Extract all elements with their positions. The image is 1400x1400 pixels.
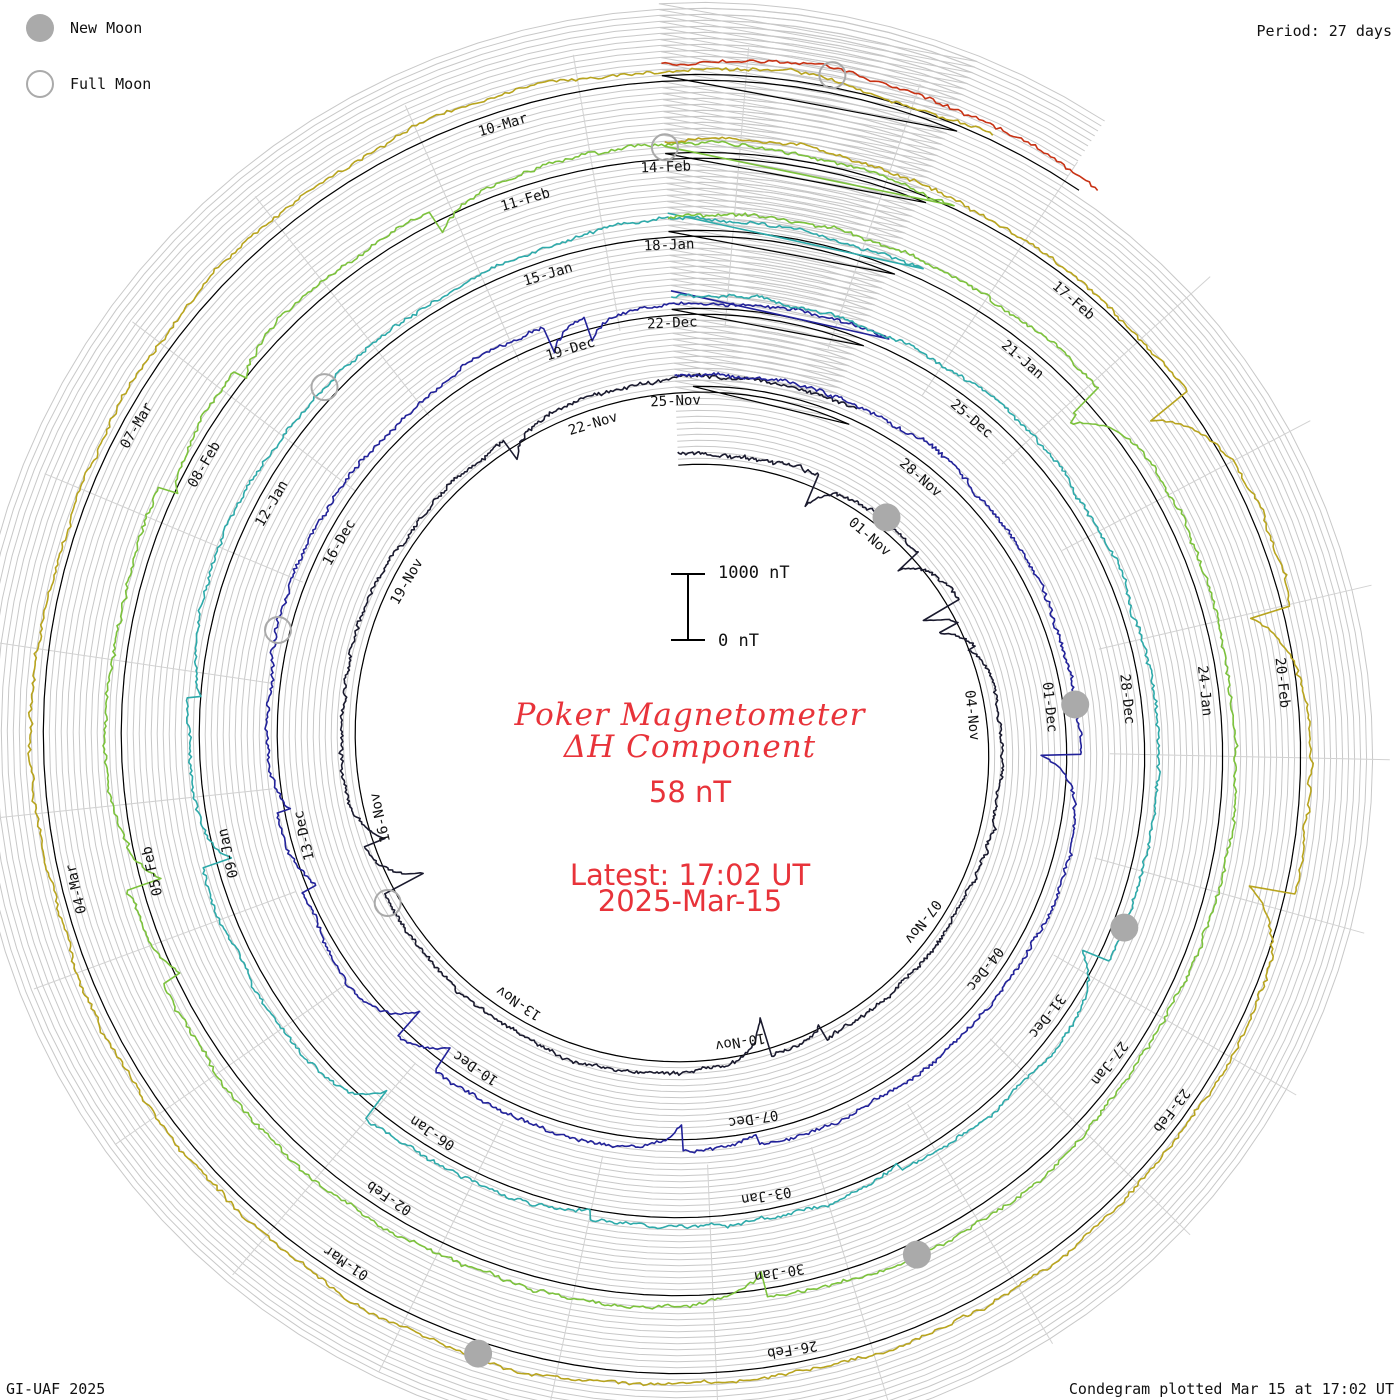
grid-spoke <box>1053 954 1297 1096</box>
new-moon-marker <box>464 1339 493 1368</box>
date-tick-label: 07-Dec <box>727 1106 780 1130</box>
grid-spoke <box>1098 584 1372 650</box>
grid-spiral-line <box>0 13 1362 1400</box>
grid-spoke <box>44 473 303 583</box>
scale-bar <box>671 573 705 641</box>
latest-date-text: 2025-Mar-15 <box>597 884 783 918</box>
grid-spiral-line <box>18 49 1326 1399</box>
full-moon-marker <box>650 133 679 162</box>
new-moon-marker <box>1061 690 1090 719</box>
data-series-group <box>27 59 1314 1387</box>
data-series-trace <box>185 212 1161 1230</box>
date-tick-label: 08-Feb <box>185 439 224 491</box>
grid-spoke <box>810 1146 889 1400</box>
grid-spoke <box>33 890 297 990</box>
date-tick-label: 07-Mar <box>117 400 156 452</box>
date-tick-label: 26-Feb <box>766 1337 819 1361</box>
grid-spoke <box>1094 857 1365 934</box>
full-moon-marker <box>373 889 402 917</box>
grid-spiral-line <box>30 61 1314 1387</box>
grid-spoke <box>1109 753 1390 761</box>
grid-spoke <box>550 1155 604 1400</box>
date-tick-label: 22-Nov <box>567 409 620 439</box>
new-moon-marker <box>872 503 901 532</box>
new-moon-marker <box>1110 913 1139 942</box>
baseline-spiral <box>42 73 1302 1375</box>
grid-spoke <box>707 1164 718 1400</box>
date-tick-label: 20-Feb <box>1272 657 1293 709</box>
grid-spiral-line <box>0 31 1344 1400</box>
date-tick-label: 30-Jan <box>753 1260 806 1284</box>
chart-title-line2: ΔH Component <box>563 729 817 765</box>
grid-spiral-line <box>0 7 1368 1400</box>
full-moon-marker <box>264 616 292 644</box>
grid-spoke <box>921 161 1078 396</box>
date-tick-label: 13-Nov <box>493 982 544 1023</box>
chart-title-line1: Poker Magnetometer <box>514 697 866 733</box>
legend-new-moon-label: New Moon <box>70 19 143 37</box>
date-tick-label: 12-Jan <box>252 478 291 530</box>
grid-spoke <box>0 642 275 685</box>
moon-markers <box>264 61 1139 1368</box>
grid-spoke <box>378 1120 504 1373</box>
date-tick-label: 18-Jan <box>643 236 694 254</box>
date-tick-label: 14-Feb <box>640 158 691 176</box>
grid-spoke <box>0 788 273 819</box>
legend-new-moon: New Moon <box>26 14 142 42</box>
legend-full-moon: Full Moon <box>26 70 151 98</box>
period-text: Period: 27 days <box>1256 22 1392 40</box>
grid-spoke <box>404 105 520 362</box>
scale-top-label: 1000 nT <box>718 563 790 583</box>
grid-spoke <box>232 1062 416 1276</box>
grid-spiral-line <box>6 37 1338 1400</box>
grid-spoke <box>827 83 921 349</box>
grid-spoke <box>254 196 430 417</box>
reference-spiral <box>42 73 1302 1375</box>
latest-time-text: Latest: 17:02 UT <box>569 858 811 892</box>
full-moon-icon <box>26 70 54 98</box>
grid-spoke <box>114 984 346 1145</box>
grid-spiral-line <box>0 19 1356 1400</box>
latest-value-text: 58 nT <box>648 775 732 809</box>
full-moon-marker <box>818 61 847 90</box>
grid-spoke <box>724 47 750 327</box>
date-tick-label: 02-Feb <box>364 1177 415 1218</box>
grid-spiral-line <box>12 43 1332 1400</box>
date-tick-label: 03-Jan <box>740 1183 793 1207</box>
grid-spiral-line <box>24 55 1320 1393</box>
data-series-trace <box>102 139 1239 1310</box>
footer-plotted-text: Condegram plotted Mar 15 at 17:02 UT <box>1068 1380 1394 1398</box>
data-series-trace <box>661 59 1099 192</box>
footer-credit: GI-UAF 2025 <box>6 1380 106 1398</box>
full-moon-marker <box>310 373 339 402</box>
date-tick-label: 01-Dec <box>1039 681 1060 733</box>
grid-spoke <box>572 54 621 331</box>
data-series-trace <box>264 290 1083 1154</box>
new-moon-icon <box>26 14 54 42</box>
date-tick-label: 10-Nov <box>714 1029 767 1053</box>
date-tick-label: 22-Dec <box>647 314 698 332</box>
grid-spoke <box>1001 276 1211 465</box>
date-tick-label: 25-Nov <box>650 392 701 410</box>
date-tick-label: 19-Nov <box>388 556 427 608</box>
legend-full-moon-label: Full Moon <box>70 75 152 93</box>
new-moon-marker <box>902 1240 931 1269</box>
date-tick-label: 24-Jan <box>1194 665 1215 717</box>
scale-bottom-label: 0 nT <box>718 631 759 651</box>
date-tick-label: 28-Dec <box>1116 673 1137 725</box>
date-tick-label: 04-Nov <box>961 689 982 741</box>
grid-spoke <box>1061 420 1311 551</box>
grid-spiral-line <box>36 67 1308 1381</box>
date-tick-label: 16-Dec <box>320 517 359 569</box>
grid-spiral-line <box>0 25 1350 1400</box>
data-series-trace <box>27 67 1314 1387</box>
data-series-trace <box>338 372 1005 1077</box>
grid-spoke <box>989 1038 1191 1236</box>
